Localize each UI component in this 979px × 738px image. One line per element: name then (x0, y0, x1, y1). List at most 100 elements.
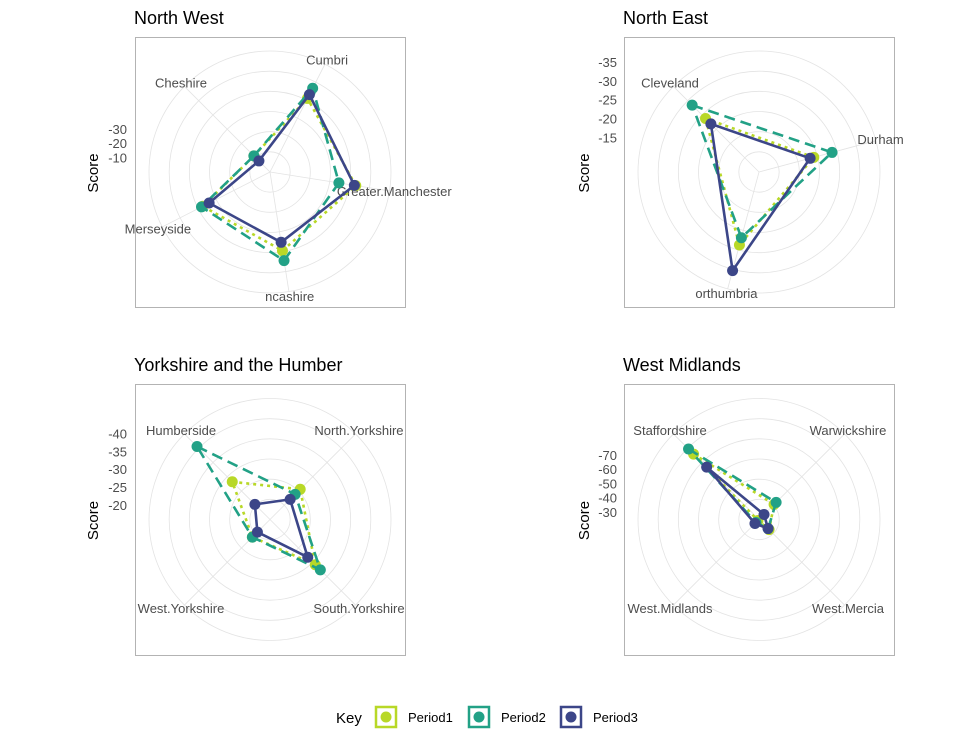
legend-key-point (473, 711, 485, 723)
data-point-period3 (701, 461, 713, 473)
data-point-period2 (735, 232, 747, 244)
data-point-period2 (314, 564, 326, 576)
category-label: orthumbria (695, 286, 758, 301)
grid-spoke (269, 433, 356, 520)
grid-ring (249, 151, 291, 193)
radial-tick-label: -30 (108, 462, 127, 477)
legend-entry-label: Period2 (501, 710, 546, 725)
legend-entry-label: Period1 (408, 710, 453, 725)
grid-spoke (269, 171, 290, 292)
grid-ring (168, 70, 372, 274)
panel-north-west: -10-20-30 Cheshire Cumbri Greater.Mancheste… (85, 8, 452, 308)
data-point-period2 (686, 99, 698, 111)
series-line-period1 (231, 480, 317, 567)
data-point-period3 (727, 265, 739, 277)
panel-title: North East (623, 8, 708, 28)
grid-ring (637, 50, 881, 294)
category-label: ncashire (265, 289, 314, 304)
data-point-period1 (276, 245, 288, 257)
radial-tick-label: -40 (598, 491, 617, 506)
radial-tick-label: -30 (598, 74, 617, 89)
radial-tick-label: -20 (108, 136, 127, 151)
grid-ring (188, 438, 352, 601)
grid-ring (168, 418, 372, 621)
data-point-period2 (278, 255, 290, 267)
grid-ring (209, 111, 331, 233)
panel-title: Yorkshire and the Humber (134, 355, 342, 375)
radial-tick-label: -30 (108, 122, 127, 137)
y-axis-label: Score (85, 153, 102, 192)
series-line-period3 (207, 93, 356, 244)
data-point-period3 (253, 155, 265, 167)
radial-tick-label: -25 (598, 93, 617, 108)
data-point-period3 (251, 526, 263, 538)
category-label: West.Midlands (628, 601, 714, 616)
category-label: Warwickshire (810, 423, 887, 438)
data-point-period3 (348, 179, 360, 191)
legend-key-point (380, 711, 392, 723)
data-point-period2 (683, 443, 695, 455)
data-point-period3 (302, 551, 314, 563)
grid-spoke (269, 64, 326, 173)
category-label: West.Mercia (812, 601, 885, 616)
grid-spoke (758, 519, 845, 606)
data-point-period3 (203, 197, 215, 209)
grid-ring (148, 398, 392, 641)
series-line-period3 (709, 122, 812, 272)
radial-tick-label: -40 (108, 427, 127, 442)
grid-ring (657, 70, 861, 274)
data-point-period3 (758, 508, 770, 520)
grid-ring (229, 131, 311, 213)
radial-tick-label: -15 (598, 130, 617, 145)
panel-title: West Midlands (623, 355, 741, 375)
panel-west-midlands: -30-40-50-60-70 Staffordshire Warwickshire… (576, 355, 895, 656)
legend: Key Period1 Period2 Period3 (336, 705, 638, 729)
y-axis-label: Score (576, 153, 593, 192)
y-axis-label: Score (576, 501, 593, 540)
data-point-period3 (249, 498, 261, 510)
grid-ring (229, 478, 311, 561)
legend-key-point (565, 711, 577, 723)
category-label: North.Yorkshire (314, 423, 403, 438)
category-label: Staffordshire (633, 423, 706, 438)
category-label: West.Yorkshire (138, 601, 225, 616)
data-point-period3 (303, 89, 315, 101)
data-point-period3 (749, 518, 761, 530)
panel-north-east: -15 -20 -25 -30 -35 Cleveland Durham orthumbria… (576, 8, 904, 308)
radial-tick-label: -50 (598, 476, 617, 491)
legend-entry-label: Period3 (593, 710, 638, 725)
y-axis-label: Score (85, 501, 102, 540)
radial-tick-label: -60 (598, 462, 617, 477)
radial-tick-label: -20 (108, 498, 127, 513)
data-point-period3 (804, 152, 816, 164)
category-label: Greater.Manchester (337, 184, 453, 199)
data-point-period3 (275, 236, 287, 248)
grid-spoke (269, 171, 390, 192)
grid-ring (738, 498, 780, 541)
data-point-period1 (226, 476, 238, 488)
grid-ring (698, 458, 820, 581)
series-line-period1 (704, 117, 816, 247)
category-label: Cleveland (641, 76, 699, 91)
data-point-period3 (705, 118, 717, 130)
grid-spoke (673, 86, 760, 173)
data-point-period3 (284, 493, 296, 505)
category-label: Humberside (146, 423, 216, 438)
data-point-period2 (333, 177, 345, 189)
category-label: Cheshire (155, 76, 207, 91)
panel-yorkshire-and-the-humber: -20 -25 -30 -35 -40 Humberside North.Yorkshire… (85, 355, 406, 656)
legend-title: Key (336, 710, 362, 727)
category-label: Durham (857, 132, 903, 147)
panel-border (135, 37, 406, 308)
radial-tick-label: -30 (598, 505, 617, 520)
radial-tick-label: -35 (108, 444, 127, 459)
radial-tick-label: -35 (598, 55, 617, 70)
grid-ring (657, 418, 861, 621)
data-point-period2 (826, 146, 838, 158)
grid-ring (718, 478, 800, 561)
radial-tick-label: -10 (108, 150, 127, 165)
panel-border (624, 37, 895, 308)
grid-ring (209, 458, 331, 581)
grid-ring (738, 151, 780, 193)
